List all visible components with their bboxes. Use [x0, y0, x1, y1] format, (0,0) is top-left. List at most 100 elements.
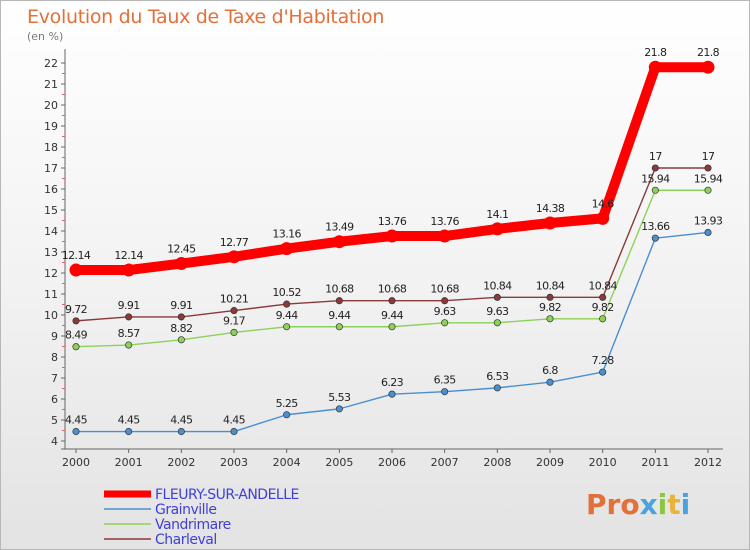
y-tick-label: 22: [44, 57, 58, 70]
chart-title: Evolution du Taux de Taxe d'Habitation: [27, 6, 385, 28]
x-tick-label: 2012: [694, 456, 722, 469]
data-label: 4.45: [170, 414, 193, 427]
data-point: [227, 250, 241, 264]
data-label: 12.45: [167, 243, 196, 256]
y-tick-label: 13: [44, 246, 58, 259]
data-point: [490, 222, 504, 236]
data-point: [122, 263, 136, 277]
data-point: [388, 297, 396, 305]
y-tick-label: 6: [51, 393, 58, 406]
x-tick-label: 2000: [62, 456, 90, 469]
data-point: [651, 164, 659, 172]
data-point: [596, 211, 610, 225]
data-point: [648, 60, 662, 74]
data-label: 9.82: [539, 301, 561, 314]
x-tick-label: 2005: [325, 456, 353, 469]
data-point: [388, 390, 396, 398]
data-label: 8.49: [65, 329, 88, 342]
y-tick-label: 8: [51, 351, 58, 364]
data-label: 6.8: [542, 364, 558, 377]
data-labels: 4.45 4.45 4.45 4.45 5.25 5.53 6.23 6.35 6.53 6.8 7…: [62, 46, 724, 427]
x-tick-label: 2007: [431, 456, 459, 469]
data-label: 13.93: [694, 214, 723, 227]
data-label: 9.82: [592, 301, 614, 314]
data-label: 13.49: [325, 221, 354, 234]
y-tick-label: 21: [44, 78, 58, 91]
data-point: [125, 427, 133, 436]
data-label: 15.94: [694, 172, 723, 185]
data-point: [441, 297, 449, 305]
data-label: 14.1: [486, 208, 508, 221]
x-tick-label: 2008: [483, 456, 511, 469]
data-point: [335, 297, 343, 305]
data-label: 7.28: [592, 354, 615, 367]
data-point: [599, 368, 607, 376]
legend-label: FLEURY-SUR-ANDELLE: [155, 487, 299, 503]
legend: FLEURY-SUR-ANDELLEGrainvilleVandrimareCh…: [104, 487, 299, 548]
logo-letter: r: [606, 488, 621, 521]
x-tick-label: 2006: [378, 456, 406, 469]
data-point: [388, 323, 396, 331]
series-lines: [69, 60, 715, 436]
data-label: 5.53: [328, 391, 351, 404]
data-label: 21.8: [644, 46, 667, 59]
data-label: 10.68: [378, 283, 407, 296]
data-label: 9.91: [118, 299, 140, 312]
data-label: 15.94: [641, 172, 670, 185]
y-tick-label: 15: [44, 204, 58, 217]
data-label: 5.25: [276, 397, 299, 410]
data-label: 6.53: [486, 370, 509, 383]
data-label: 6.23: [381, 376, 404, 389]
logo-letter: P: [586, 488, 607, 521]
data-point: [385, 229, 399, 243]
y-tick-label: 4: [51, 435, 58, 448]
x-tick-label: 2004: [273, 456, 301, 469]
proxiti-logo: Proxiti: [586, 488, 690, 521]
y-tick-label: 9: [51, 330, 58, 343]
logo-letter: o: [620, 488, 640, 521]
logo-letter: i: [680, 488, 691, 521]
data-label: 6.35: [434, 374, 457, 387]
logo-letter: x: [639, 488, 658, 521]
data-point: [651, 186, 659, 194]
data-label: 21.8: [697, 46, 720, 59]
data-label: 10.84: [536, 279, 565, 292]
data-point: [280, 242, 294, 256]
data-point: [441, 319, 449, 327]
y-tick-label: 16: [44, 183, 58, 196]
data-point: [72, 427, 80, 436]
legend-label: Vandrimare: [155, 517, 231, 533]
y-tick-label: 12: [44, 267, 58, 280]
data-point: [230, 328, 238, 336]
x-tick-label: 2001: [115, 456, 143, 469]
data-point: [283, 300, 291, 308]
data-label: 12.14: [62, 249, 91, 262]
data-label: 4.45: [65, 414, 88, 427]
data-label: 17: [649, 150, 662, 163]
x-tick-label: 2003: [220, 456, 248, 469]
data-point: [72, 343, 80, 351]
data-label: 10.84: [588, 279, 617, 292]
data-label: 10.68: [430, 283, 459, 296]
data-label: 4.45: [118, 414, 141, 427]
data-point: [72, 317, 80, 325]
y-tick-label: 5: [51, 414, 58, 427]
data-point: [125, 313, 133, 321]
data-label: 9.44: [381, 309, 404, 322]
data-point: [177, 427, 185, 436]
x-tick-label: 2002: [167, 456, 195, 469]
data-point: [177, 313, 185, 321]
data-label: 8.82: [170, 322, 192, 335]
data-label: 13.76: [430, 215, 459, 228]
logo-letter: i: [657, 488, 668, 521]
data-point: [493, 319, 501, 327]
data-label: 12.14: [114, 249, 143, 262]
data-point: [335, 323, 343, 331]
data-label: 9.63: [486, 305, 509, 318]
data-label: 10.21: [220, 293, 249, 306]
x-tick-label: 2009: [536, 456, 564, 469]
data-point: [599, 315, 607, 323]
data-point: [493, 293, 501, 301]
y-tick-label: 19: [44, 120, 58, 133]
data-label: 10.68: [325, 283, 354, 296]
